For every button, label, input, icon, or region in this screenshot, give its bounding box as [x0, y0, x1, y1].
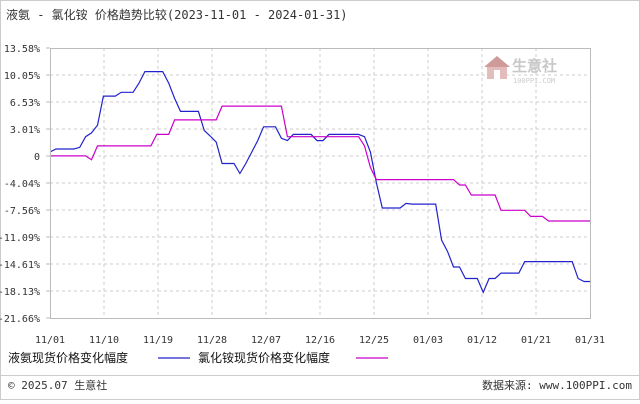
- series-line-ammonia: [49, 70, 590, 294]
- x-tick-label: 12/16: [305, 335, 335, 346]
- x-tick-label: 11/28: [197, 335, 227, 346]
- y-tick-labels: 13.58% 10.05% 6.53% 3.01% 0 -4.04% -7.56% -11.0…: [0, 44, 50, 325]
- series-layer: [49, 70, 590, 294]
- x-tick-label: 11/10: [89, 335, 119, 346]
- x-tick-label: 01/03: [413, 335, 443, 346]
- y-tick-label: -7.56%: [4, 206, 40, 217]
- x-tick-label: 01/12: [467, 335, 497, 346]
- y-tick-label: -21.66%: [0, 314, 40, 325]
- y-tick-label: -14.61%: [0, 260, 40, 271]
- x-tick-label: 01/21: [521, 335, 551, 346]
- chart-title: 液氨 - 氯化铵 价格趋势比较(2023-11-01 - 2024-01-31): [6, 7, 348, 22]
- footer-source: 数据来源: www.100PPI.com: [482, 378, 632, 392]
- legend: 液氨现货价格变化幅度 氯化铵现货价格变化幅度: [8, 350, 388, 365]
- watermark-logo: 生意社 100PPI.COM: [484, 56, 557, 85]
- y-tick-label: 3.01%: [10, 125, 40, 136]
- y-tick-label: -4.04%: [4, 179, 40, 190]
- x-tick-label: 12/25: [359, 335, 389, 346]
- y-tick-label: -18.13%: [0, 287, 40, 298]
- x-tick-labels: 11/01 11/10 11/19 11/28 12/07 12/16 12/25 01/03…: [35, 335, 605, 346]
- watermark-sub: 100PPI.COM: [513, 77, 555, 85]
- x-tick-label: 01/31: [575, 335, 605, 346]
- y-tick-label: 0: [34, 152, 40, 163]
- house-icon: [484, 56, 510, 79]
- x-tick-label: 11/01: [35, 335, 65, 346]
- watermark-label: 生意社: [512, 57, 557, 75]
- series-line-ammonium-chloride: [50, 105, 590, 222]
- y-tick-label: 10.05%: [4, 71, 40, 82]
- y-tick-label: -11.09%: [0, 233, 40, 244]
- y-tick-label: 6.53%: [10, 98, 40, 109]
- legend-label: 液氨现货价格变化幅度: [8, 350, 128, 365]
- plot-frame: [50, 48, 591, 319]
- x-tick-label: 11/19: [143, 335, 173, 346]
- y-tick-label: 13.58%: [4, 44, 40, 55]
- legend-label: 氯化铵现货价格变化幅度: [198, 350, 330, 365]
- x-tick-label: 12/07: [251, 335, 281, 346]
- footer-copyright: © 2025.07 生意社: [8, 378, 107, 392]
